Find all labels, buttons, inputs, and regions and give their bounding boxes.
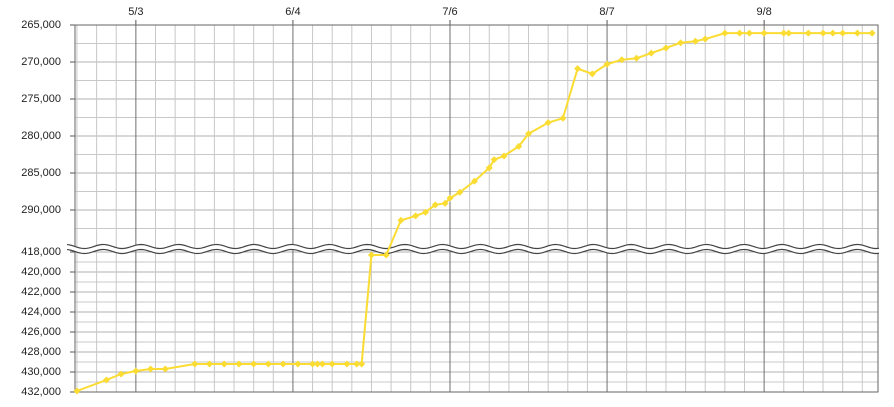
y-tick-label: 280,000	[21, 130, 61, 142]
x-tick-label: 9/8	[756, 6, 771, 18]
axis-break-band	[67, 244, 880, 254]
axis-break-line	[66, 243, 880, 250]
data-point	[515, 142, 523, 150]
data-point	[633, 54, 641, 62]
data-point	[235, 360, 243, 368]
data-point	[677, 39, 685, 47]
data-point	[264, 360, 272, 368]
y-tick-label: 422,000	[21, 286, 61, 298]
data-point	[662, 44, 670, 52]
data-point	[647, 49, 655, 57]
data-point	[701, 35, 709, 43]
data-point	[412, 212, 420, 220]
data-point	[431, 201, 439, 209]
data-point	[294, 360, 302, 368]
data-point	[525, 130, 533, 138]
data-point	[736, 29, 744, 37]
data-point	[205, 360, 213, 368]
data-point	[691, 37, 699, 45]
x-tick-label: 8/7	[599, 6, 614, 18]
data-point	[485, 164, 493, 172]
data-point	[73, 387, 81, 395]
x-tick-label: 7/6	[442, 6, 457, 18]
data-point	[279, 360, 287, 368]
y-tick-label: 418,000	[21, 246, 61, 258]
data-point	[343, 360, 351, 368]
data-point	[382, 251, 390, 259]
y-tick-label: 428,000	[21, 346, 61, 358]
data-point	[721, 29, 729, 37]
data-point	[490, 156, 498, 164]
data-point	[785, 29, 793, 37]
data-point	[559, 114, 567, 122]
data-point	[853, 29, 861, 37]
y-tick-label: 430,000	[21, 366, 61, 378]
data-point	[318, 360, 326, 368]
data-point	[446, 194, 454, 202]
data-point	[603, 60, 611, 68]
data-point	[161, 365, 169, 373]
data-point	[819, 29, 827, 37]
y-tick-label: 290,000	[21, 204, 61, 216]
data-point	[313, 360, 321, 368]
data-point	[804, 29, 812, 37]
data-point	[117, 370, 125, 378]
data-point	[353, 360, 361, 368]
plot-frame	[74, 24, 879, 393]
axis-break-line	[66, 248, 880, 255]
data-point	[147, 365, 155, 373]
y-tick-label: 265,000	[21, 19, 61, 31]
data-point	[760, 29, 768, 37]
x-tick-label: 6/4	[285, 6, 300, 18]
data-point	[471, 177, 479, 185]
data-point	[328, 360, 336, 368]
data-point	[441, 199, 449, 207]
data-point	[829, 29, 837, 37]
y-tick-label: 420,000	[21, 266, 61, 278]
y-tick-label: 424,000	[21, 306, 61, 318]
y-tick-label: 426,000	[21, 326, 61, 338]
data-point	[367, 251, 375, 259]
data-point	[250, 360, 258, 368]
data-point	[397, 216, 405, 224]
data-point	[358, 360, 366, 368]
data-point	[500, 152, 508, 160]
data-point	[309, 360, 317, 368]
data-point	[421, 208, 429, 216]
data-point	[745, 29, 753, 37]
data-point	[780, 29, 788, 37]
data-point	[132, 367, 140, 375]
data-point	[618, 56, 626, 64]
data-point	[191, 360, 199, 368]
data-point	[544, 119, 552, 127]
data-point	[588, 70, 596, 78]
data-point	[456, 188, 464, 196]
y-tick-label: 275,000	[21, 93, 61, 105]
data-point	[574, 65, 582, 73]
y-tick-label: 270,000	[21, 56, 61, 68]
y-tick-label: 432,000	[21, 386, 61, 398]
data-point	[868, 29, 876, 37]
data-point	[220, 360, 228, 368]
y-tick-label: 285,000	[21, 167, 61, 179]
data-point	[102, 376, 110, 384]
x-tick-label: 5/3	[128, 6, 143, 18]
data-point	[839, 29, 847, 37]
